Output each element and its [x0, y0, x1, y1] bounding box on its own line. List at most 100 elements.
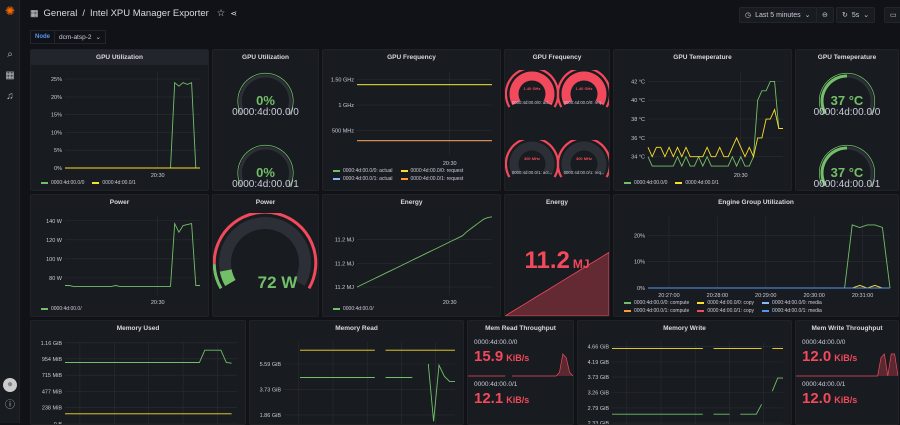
panel-gpu-utilization-gauges[interactable]: GPU Utilization 0% 0000:4d:00.0/0 0% 0000:4…: [212, 49, 319, 191]
bell-icon[interactable]: ♫: [6, 91, 14, 102]
legend-label: 0000:4d:00.0/1: compute: [634, 308, 690, 314]
legend-label: 0000:4d:00.0/0: actual: [343, 168, 393, 174]
gpu-temperature-chart: 34 °C 36 °C 38 °C 40 °C 42 °C 20:30: [631, 72, 783, 179]
refresh-button[interactable]: ↻ 5s ⌄: [836, 7, 876, 23]
series-line-0: [356, 216, 493, 288]
chevron-down-icon: ⌄: [804, 12, 811, 19]
legend-item[interactable]: 0000:4d:00.0/0: [624, 180, 667, 186]
y-tick-label: 0%: [637, 286, 645, 292]
legend-item[interactable]: 0000:4d:00.0/0: actual: [333, 168, 393, 174]
y-tick-label: 238 MiB: [42, 406, 63, 412]
panel-gpu-utilization-graph[interactable]: GPU Utilization 0% 5% 10% 15% 20% 25% 20:30 00…: [30, 49, 209, 191]
share-icon[interactable]: ⋖: [230, 9, 238, 18]
panel-title: GPU Frequency: [532, 54, 582, 61]
y-tick-label: 3.73 GiB: [588, 375, 610, 381]
node-select[interactable]: dcm-atsp-2 ⌄: [54, 30, 106, 44]
legend-item[interactable]: 0000:4d:00.0/: [333, 306, 374, 312]
series-line-0: [65, 221, 200, 287]
y-tick-label: 100 W: [46, 257, 63, 263]
gauge-fill: [820, 146, 848, 187]
legend-item[interactable]: 0000:4d:00.0/1: request: [400, 176, 463, 182]
gauge: [237, 73, 294, 116]
panel-gpu-frequency-gauges[interactable]: GPU Frequency 1.40 GHz 0000:4d:00.0/0: ac…: [504, 49, 610, 191]
avatar[interactable]: ●: [3, 378, 17, 392]
energy-number: 11.2: [524, 247, 570, 274]
panel-gpu-frequency-graph[interactable]: GPU Frequency 500 MHz 1 GHz 1.50 GHz 20:30 …: [322, 49, 501, 191]
stat-number: 12.0: [802, 348, 832, 365]
legend-item[interactable]: 0000:4d:00.0/1: media: [762, 308, 822, 314]
grafana-logo[interactable]: ✺: [4, 4, 16, 18]
gauge-track: [561, 141, 607, 176]
sidebar: ✺ ⌕ ▦ ♫ ● ⓘ: [0, 0, 20, 423]
tv-mode-button[interactable]: ▭: [884, 7, 900, 23]
panel-mem-write-throughput[interactable]: Mem Write Throughput 0000:4d:00.0/0 12.0 K…: [795, 320, 899, 425]
gauge-value: 37 °C: [830, 93, 864, 108]
y-tick-label: 38 °C: [631, 117, 645, 123]
gauge-fill: [820, 74, 848, 115]
y-tick-label: 3.73 GiB: [260, 387, 282, 393]
panel-gpu-temperature-gauges[interactable]: GPU Temeperature 37 °C 0000:4d:00.0/0 37 °…: [795, 49, 899, 191]
gauge: [818, 73, 876, 116]
legend-item[interactable]: 0000:4d:00.0/0: request: [400, 168, 464, 174]
series-line-1: [300, 363, 455, 422]
legend-item[interactable]: 0000:4d:00.0/1: copy: [697, 308, 754, 314]
legend-item[interactable]: 0000:4d:00.0/0: media: [762, 300, 822, 306]
search-icon[interactable]: ⌕: [7, 49, 13, 60]
panel-mem-read-throughput[interactable]: Mem Read Throughput 0000:4d:00.0/0 15.9 Ki…: [467, 320, 574, 425]
panel-gpu-temperature-graph[interactable]: GPU Temeperature 34 °C 36 °C 38 °C 40 °C 42 …: [613, 49, 792, 191]
legend-item[interactable]: 0000:4d:00.0/1: compute: [624, 308, 689, 314]
y-tick-label: 20%: [634, 233, 645, 239]
dashboards-icon[interactable]: ▦: [5, 70, 15, 81]
legend-label: 0000:4d:00.0/1: [685, 180, 719, 186]
power-chart: 80 W 100 W 120 W 140 W 20:30: [46, 216, 200, 306]
dashboards-icon: ▦: [30, 8, 39, 18]
legend-item[interactable]: 0000:4d:00.0/0: compute: [624, 300, 689, 306]
legend: 0000:4d:00.0/: [41, 306, 82, 312]
stat-unit: KiB/s: [834, 353, 858, 363]
y-tick-label: 25%: [51, 77, 62, 83]
breadcrumb-folder[interactable]: General: [43, 8, 78, 19]
legend-item[interactable]: 0000:4d:00.0/0: copy: [697, 300, 754, 306]
legend-item[interactable]: 0000:4d:00.0/1: [92, 180, 136, 186]
panel-power-graph[interactable]: Power 80 W 100 W 120 W 140 W 20:30 0000:4d:0…: [30, 194, 209, 317]
y-tick-label: 500 MHz: [332, 129, 354, 135]
gauge: [556, 140, 609, 178]
panel-title: Energy: [400, 199, 423, 206]
legend-item[interactable]: 0000:4d:00.0/1: [675, 180, 719, 186]
x-tick-label: 20:30: [443, 300, 457, 306]
gauge-label: 0000:4d:00.0/1: act...: [511, 170, 553, 175]
legend-label: 0000:4d:00.0/1: actual: [343, 176, 393, 182]
gauge: [556, 70, 609, 108]
x-tick-label: 20:30:00: [803, 293, 824, 299]
legend-item[interactable]: 0000:4d:00.0/: [41, 306, 82, 312]
gauge-label: 0000:4d:00.0/0: req...: [563, 100, 605, 105]
y-tick-label: 1.50 GHz: [331, 78, 354, 84]
y-tick-label: 477 MiB: [42, 389, 63, 395]
dashboard-title[interactable]: Intel XPU Manager Exporter: [89, 8, 209, 19]
stat-sparkline-line: [796, 353, 898, 377]
star-icon[interactable]: ☆: [216, 8, 226, 19]
panel-energy-graph[interactable]: Energy 11.2 MJ 11.2 MJ 11.2 MJ 20:30 0000:4…: [322, 194, 501, 317]
panel-engine-group-utilization[interactable]: Engine Group Utilization 0% 10% 20% 20:27:0…: [613, 194, 899, 317]
panel-power-gauge[interactable]: Power 72 W: [212, 194, 319, 317]
panel-energy-stat[interactable]: Energy 11.2 MJ: [504, 194, 610, 317]
y-tick-label: 120 W: [46, 238, 63, 244]
gauge-threshold-arc: [213, 263, 223, 290]
panel-memory-read[interactable]: Memory Read 1.86 GiB 3.73 GiB 5.59 GiB: [249, 320, 464, 425]
zoom-out-icon: ⊖: [822, 12, 828, 19]
gauge: [237, 145, 294, 188]
legend-label: 0000:4d:00.0/0: request: [410, 168, 464, 174]
gauge-value: 0%: [256, 165, 275, 180]
legend-item[interactable]: 0000:4d:00.0/1: actual: [333, 176, 393, 182]
zoom-out-button[interactable]: ⊖: [816, 7, 834, 23]
gauge-fill: [561, 71, 607, 106]
legend-swatch: [675, 182, 683, 184]
panel-memory-used[interactable]: Memory Used 0 B 238 MiB 477 MiB 715 MiB 954 …: [30, 320, 246, 425]
panel-memory-write[interactable]: Memory Write 2.33 GiB 2.79 GiB 3.26 GiB 3.7…: [577, 320, 792, 425]
legend-label: 0000:4d:00.0/1: [102, 180, 136, 186]
x-tick-label: 20:29:00: [755, 293, 776, 299]
legend-label: 0000:4d:00.0/0: [51, 180, 85, 186]
legend-item[interactable]: 0000:4d:00.0/0: [41, 180, 84, 186]
time-picker[interactable]: ◷ Last 5 minutes ⌄: [739, 7, 817, 23]
help-icon[interactable]: ⓘ: [5, 400, 15, 411]
